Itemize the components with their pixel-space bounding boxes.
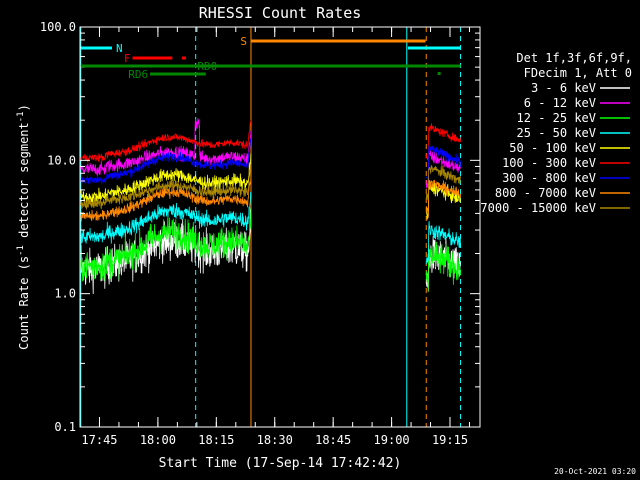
series-line-6-12-keV: [80, 118, 252, 176]
flag-label-n: N: [116, 42, 123, 55]
legend-label: 6 - 12 keV: [524, 96, 596, 110]
legend-label: 800 - 7000 keV: [495, 186, 596, 200]
y-axis-label-part1: Count Rate (s: [17, 256, 31, 350]
series-line-25-50-keV: [425, 221, 461, 265]
plot-frame: [79, 26, 481, 428]
series-line-25-50-keV: [80, 191, 252, 244]
series-line-50-100-keV: [80, 153, 252, 203]
series-line-6-12-keV: [425, 149, 461, 189]
legend-label: 7000 - 15000 keV: [480, 201, 596, 215]
legend-label: 50 - 100 keV: [509, 141, 596, 155]
flag-label-rd6: RD6: [128, 68, 148, 81]
x-tick-label: 18:00: [140, 433, 176, 447]
legend-label: 25 - 50 keV: [517, 126, 596, 140]
series-line-7000-15000-keV: [80, 164, 252, 210]
y-tick-label: 1.0: [54, 287, 76, 301]
flag-marker: [437, 72, 441, 75]
legend-label: 3 - 6 keV: [531, 81, 596, 95]
legend: Det 1f,3f,6f,9f, FDecim 1, Att 0 3 - 6 k…: [480, 51, 632, 215]
legend-header-line1: Det 1f,3f,6f,9f,: [516, 51, 632, 65]
series-line-800-7000-keV: [425, 179, 461, 218]
y-axis: 0.1 1.0 10.0 100.0: [40, 20, 480, 434]
chart-title: RHESSI Count Rates: [199, 4, 362, 22]
legend-label: 100 - 300 keV: [502, 156, 596, 170]
series-line-12-25-keV: [80, 207, 252, 282]
flag-label-s: S: [240, 35, 247, 48]
x-tick-label: 17:45: [81, 433, 117, 447]
y-axis-label-sup1: -1: [16, 245, 26, 256]
x-tick-label: 19:00: [374, 433, 410, 447]
y-axis-label: Count Rate (s-1 detector segment-1): [16, 104, 31, 350]
series-line-12-25-keV: [425, 241, 461, 293]
timestamp: 20-Oct-2021 03:20: [554, 467, 636, 476]
plot-area: [80, 27, 462, 427]
y-tick-label: 0.1: [54, 420, 76, 434]
series-line-100-300-keV: [425, 123, 461, 161]
legend-label: 12 - 25 keV: [517, 111, 596, 125]
y-tick-label: 100.0: [40, 20, 76, 34]
y-axis-label-part3: ): [17, 104, 31, 111]
x-axis: 17:45 18:00 18:15 18:30 18:45 19:00 19:15: [79, 27, 470, 447]
series-line-300-800-keV: [425, 144, 461, 180]
y-axis-label-sup2: -1: [16, 111, 26, 122]
y-axis-label-part2: detector segment: [17, 122, 31, 245]
series-line-100-300-keV: [80, 120, 252, 164]
series-line-300-800-keV: [80, 138, 252, 185]
x-tick-label: 18:15: [198, 433, 234, 447]
x-axis-label: Start Time (17-Sep-14 17:42:42): [159, 456, 402, 471]
series-line-7000-15000-keV: [425, 165, 461, 201]
flag-label-f: F: [124, 52, 131, 65]
series-line-50-100-keV: [425, 180, 461, 220]
y-tick-label: 10.0: [47, 153, 76, 167]
series-line-3-6-keV: [80, 208, 252, 295]
legend-header-line2: FDecim 1, Att 0: [524, 66, 632, 80]
legend-label: 300 - 800 keV: [502, 171, 596, 185]
x-tick-label: 19:15: [432, 433, 468, 447]
x-tick-label: 18:30: [257, 433, 293, 447]
flag-label-rd0: RD0: [197, 60, 217, 73]
x-tick-label: 18:45: [315, 433, 351, 447]
